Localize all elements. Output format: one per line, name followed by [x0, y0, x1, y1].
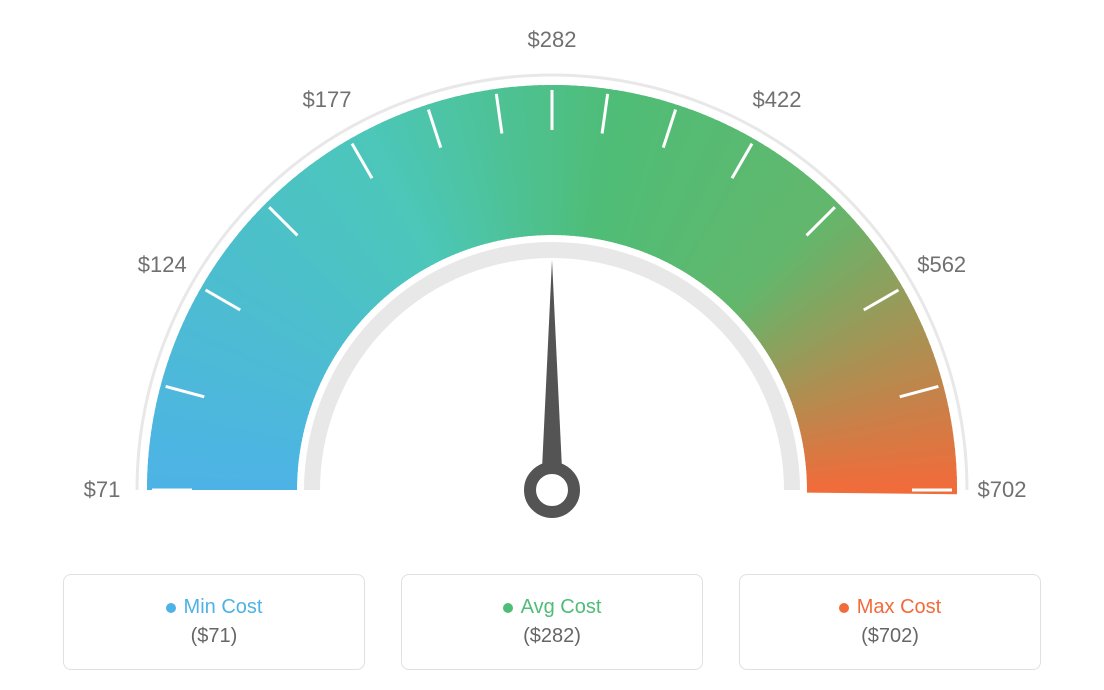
legend-label-max: Max Cost — [857, 596, 941, 619]
gauge-tick-label: $177 — [303, 87, 352, 113]
dot-min-icon — [166, 603, 176, 613]
gauge-area: $71 $124 $177 $282 $422 $562 $702 — [0, 0, 1104, 550]
gauge-chart-container: $71 $124 $177 $282 $422 $562 $702 Min Cost ($7… — [0, 0, 1104, 690]
legend-top-max: Max Cost — [839, 596, 941, 619]
legend-card-min: Min Cost ($71) — [63, 574, 365, 670]
legend-top-min: Min Cost — [166, 596, 263, 619]
legend-top-avg: Avg Cost — [503, 596, 602, 619]
legend-card-max: Max Cost ($702) — [739, 574, 1041, 670]
legend-card-avg: Avg Cost ($282) — [401, 574, 703, 670]
dot-avg-icon — [503, 603, 513, 613]
legend-value-avg: ($282) — [523, 625, 581, 648]
gauge-tick-label: $282 — [528, 27, 577, 53]
gauge-tick-label: $124 — [138, 252, 187, 278]
gauge-svg — [0, 0, 1104, 560]
gauge-tick-label: $71 — [84, 477, 121, 503]
legend-row: Min Cost ($71) Avg Cost ($282) Max Cost … — [0, 574, 1104, 670]
legend-value-min: ($71) — [191, 625, 238, 648]
gauge-tick-label: $702 — [978, 477, 1027, 503]
gauge-tick-label: $422 — [753, 87, 802, 113]
dot-max-icon — [839, 603, 849, 613]
legend-label-avg: Avg Cost — [521, 596, 602, 619]
legend-value-max: ($702) — [861, 625, 919, 648]
legend-label-min: Min Cost — [184, 596, 263, 619]
gauge-tick-label: $562 — [917, 252, 966, 278]
